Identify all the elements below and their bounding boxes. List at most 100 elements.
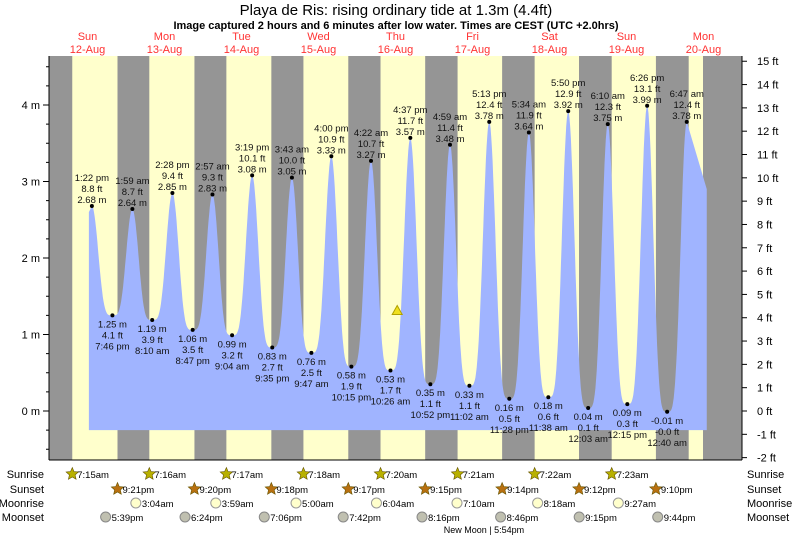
high-tide-point (210, 192, 215, 197)
sunrise-time: 7:15am (77, 470, 109, 481)
sunrise-star-icon (450, 466, 465, 480)
day-date-label: 14-Aug (224, 44, 259, 56)
low-tide-m-label: 1.19 m (138, 324, 167, 335)
low-tide-m-label: 0.35 m (416, 388, 445, 399)
low-tide-time-label: 9:35 pm (255, 374, 289, 385)
low-tide-point (309, 350, 314, 355)
sunset-row-label: Sunset (10, 484, 44, 496)
sunset-time: 9:14pm (507, 485, 539, 496)
left-tick-label: 1 m (22, 330, 40, 342)
low-tide-m-label: 0.53 m (376, 374, 405, 385)
moonrise-time: 7:10am (463, 499, 495, 510)
low-tide-m-label: 0.76 m (297, 357, 326, 368)
sunrise-star-icon (296, 466, 311, 480)
moonset-icon (258, 511, 270, 523)
high-tide-ft-label: 9.3 ft (202, 173, 223, 184)
high-tide-point (408, 135, 413, 140)
high-tide-point (684, 119, 689, 124)
low-tide-ft-label: 3.9 ft (142, 335, 163, 346)
moonset-row-label-right: Moonset (747, 512, 789, 524)
right-tick-label: -1 ft (757, 429, 776, 441)
moonset-icon (573, 511, 585, 523)
moonrise-row-label-right: Moonrise (747, 498, 792, 510)
high-tide-m-label: 3.33 m (317, 145, 346, 156)
high-tide-m-label: 2.68 m (77, 195, 106, 206)
day-name-label: Mon (693, 31, 714, 43)
day-date-label: 16-Aug (378, 44, 413, 56)
high-tide-time-label: 5:50 pm (551, 78, 585, 89)
low-tide-point (507, 396, 512, 401)
moonrise-time: 3:59am (222, 499, 254, 510)
low-tide-m-label: -0.01 m (651, 416, 683, 427)
right-tick-label: -2 ft (757, 453, 776, 465)
high-tide-time-label: 3:43 am (275, 145, 309, 156)
moonset-time: 9:44pm (664, 513, 696, 524)
high-tide-time-label: 1:22 pm (75, 173, 109, 184)
high-tide-ft-label: 10.9 ft (318, 134, 345, 145)
low-tide-point (110, 313, 115, 318)
day-name-label: Thu (386, 31, 405, 43)
sunrise-time: 7:16am (154, 470, 186, 481)
high-tide-point (250, 173, 255, 178)
moonset-icon (100, 511, 112, 523)
moonset-row-label: Moonset (2, 512, 44, 524)
high-tide-point (526, 130, 531, 135)
sunrise-time: 7:20am (386, 470, 418, 481)
sunrise-time: 7:23am (617, 470, 649, 481)
low-tide-ft-label: 3.2 ft (222, 350, 243, 361)
moonrise-time: 6:04am (382, 499, 414, 510)
low-tide-m-label: 0.09 m (613, 408, 642, 419)
day-name-label: Fri (466, 31, 479, 43)
right-tick-label: 9 ft (757, 196, 772, 208)
right-tick-label: 0 ft (757, 406, 772, 418)
left-tick-label: 4 m (22, 100, 40, 112)
moon-phase-label: New Moon | 5:54pm (444, 525, 524, 535)
day-name-label: Wed (307, 31, 329, 43)
moonset-icon (179, 511, 191, 523)
moonrise-icon (612, 497, 624, 509)
high-tide-m-label: 3.48 m (435, 134, 464, 145)
high-tide-m-label: 3.57 m (396, 127, 425, 138)
low-tide-m-label: 1.25 m (98, 319, 127, 330)
moonrise-time: 9:27am (624, 499, 656, 510)
high-tide-m-label: 2.64 m (118, 198, 147, 209)
sunrise-star-icon (65, 466, 80, 480)
low-tide-time-label: 8:10 am (135, 346, 169, 357)
low-tide-ft-label: 1.1 ft (459, 401, 480, 412)
high-tide-ft-label: 10.0 ft (279, 156, 306, 167)
moonrise-row-label: Moonrise (0, 498, 44, 510)
sunrise-star-icon (527, 466, 542, 480)
sunrise-star-icon (373, 466, 388, 480)
right-tick-label: 12 ft (757, 126, 778, 138)
high-tide-point (369, 158, 374, 163)
low-tide-ft-label: 3.5 ft (182, 345, 203, 356)
high-tide-time-label: 2:57 am (195, 162, 229, 173)
low-tide-ft-label: 1.1 ft (420, 399, 441, 410)
sunrise-row-label: Sunrise (7, 469, 44, 481)
sunset-row-label-right: Sunset (747, 484, 781, 496)
high-tide-m-label: 3.08 m (238, 164, 267, 175)
sunset-star-icon (110, 481, 125, 495)
high-tide-time-label: 4:59 am (433, 112, 467, 123)
sunrise-time: 7:22am (540, 470, 572, 481)
day-name-label: Mon (154, 31, 175, 43)
low-tide-ft-label: 0.5 ft (499, 414, 520, 425)
moonset-time: 6:24pm (191, 513, 223, 524)
moonset-time: 9:15pm (585, 513, 617, 524)
sunrise-star-icon (604, 466, 619, 480)
moonrise-icon (290, 497, 302, 509)
low-tide-point (150, 317, 155, 322)
low-tide-time-label: 12:03 am (568, 434, 608, 445)
high-tide-m-label: 2.83 m (198, 184, 227, 195)
low-tide-ft-label: 0.1 ft (578, 423, 599, 434)
high-tide-point (447, 142, 452, 147)
sunset-time: 9:17pm (353, 485, 385, 496)
day-date-label: 15-Aug (301, 44, 336, 56)
high-tide-point (645, 103, 650, 108)
low-tide-time-label: 10:26 am (371, 396, 411, 407)
right-tick-label: 14 ft (757, 80, 778, 92)
sunrise-time: 7:17am (231, 470, 263, 481)
low-tide-point (625, 402, 630, 407)
moonset-icon (416, 511, 428, 523)
